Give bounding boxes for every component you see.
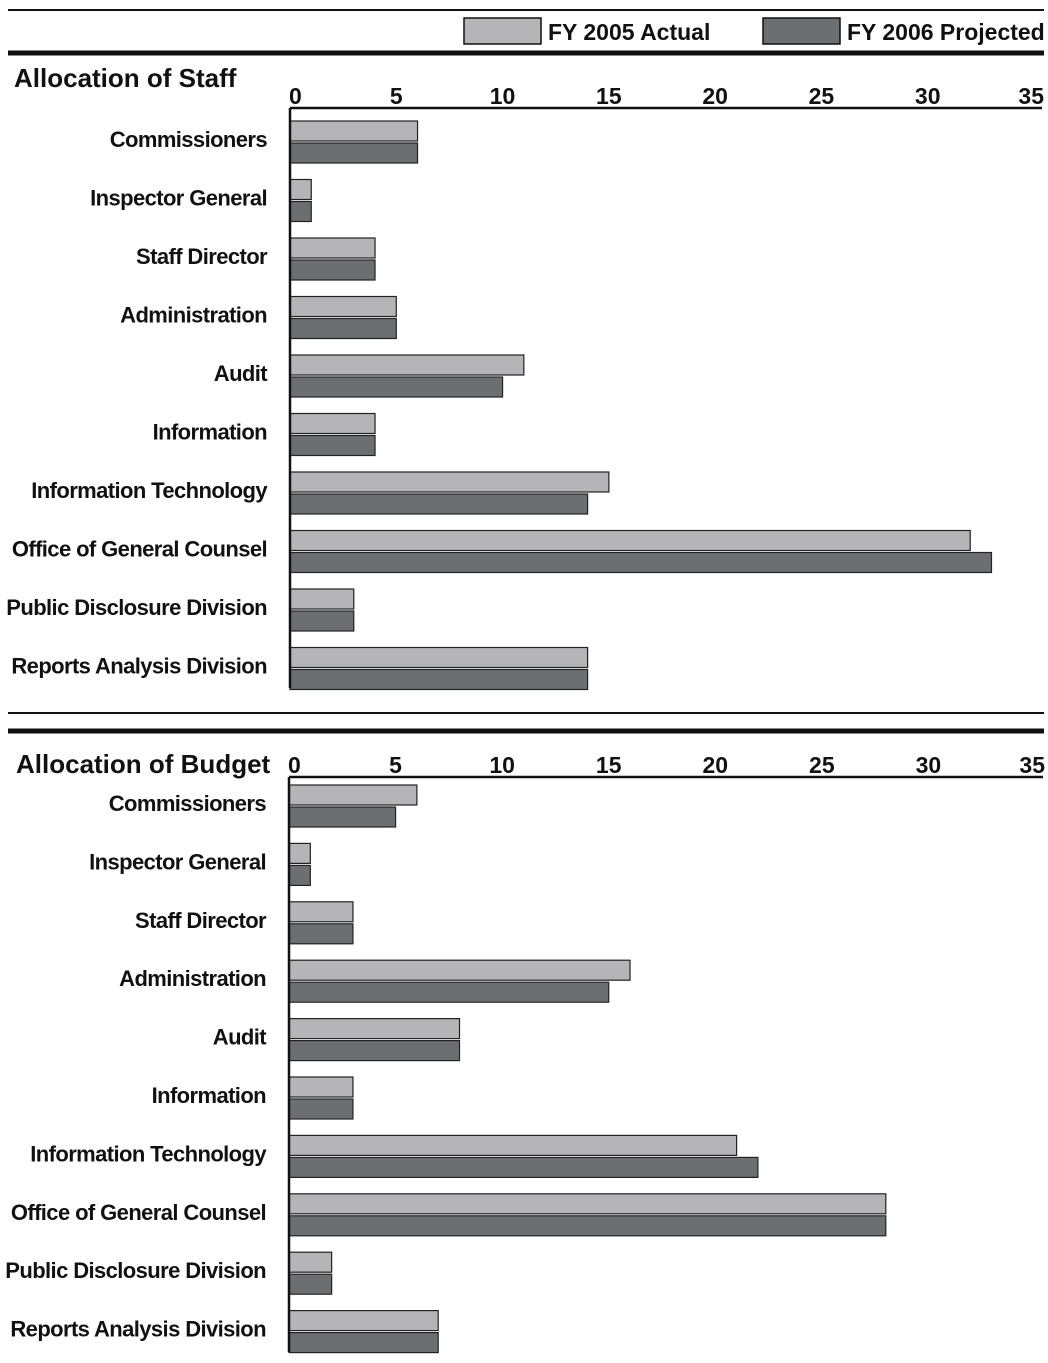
- budget-tick-label: 5: [389, 752, 402, 778]
- staff-tick-label: 0: [289, 83, 302, 109]
- staff-tick-label: 20: [702, 83, 728, 109]
- budget-bar-fy2006: [288, 806, 397, 828]
- staff-bar-fy2006: [289, 376, 504, 398]
- budget-bar-fy2006: [288, 864, 311, 887]
- budget-bar-fy2006: [288, 1156, 759, 1179]
- staff-bar-fy2005: [289, 295, 397, 318]
- budget-bar-fy2006: [288, 1098, 354, 1120]
- budget-tick-label: 20: [702, 752, 728, 778]
- staff-bar-fy2006: [289, 434, 376, 457]
- staff-axes: [288, 106, 1042, 688]
- budget-category-label: Commissioners: [109, 791, 267, 816]
- budget-bar-fy2006: [288, 1039, 461, 1062]
- legend-label-fy2005: FY 2005 Actual: [548, 19, 710, 45]
- staff-bar-fy2005: [289, 354, 525, 376]
- budget-tick-label: 25: [809, 752, 835, 778]
- budget-categories: Commissioners Inspector General Staff Dire…: [5, 791, 268, 1342]
- budget-tick-label: 0: [288, 752, 301, 778]
- staff-bars: [289, 120, 993, 691]
- staff-categories: Commissioners Inspector General Staff Dire…: [6, 127, 269, 679]
- budget-panel: Allocation of Budget 0 5 10 15 20 25 30 35 Comm…: [5, 749, 1045, 1354]
- budget-panel-title: Allocation of Budget: [16, 749, 271, 779]
- legend-label-fy2006: FY 2006 Projected: [847, 19, 1045, 45]
- budget-bar-fy2005: [288, 901, 354, 923]
- budget-bar-fy2006: [288, 1273, 333, 1295]
- staff-tick-label: 35: [1018, 83, 1044, 109]
- staff-tick-label: 5: [390, 83, 403, 109]
- budget-tick-label: 15: [596, 752, 622, 778]
- budget-category-label: Information: [152, 1083, 267, 1108]
- staff-bar-fy2006: [289, 317, 397, 340]
- budget-bar-fy2005: [288, 1309, 439, 1332]
- staff-tick-label: 10: [490, 83, 516, 109]
- staff-bar-fy2006: [289, 493, 589, 515]
- budget-bar-fy2006: [288, 1331, 439, 1354]
- budget-tick-label: 35: [1019, 752, 1045, 778]
- staff-category-label: Audit: [214, 361, 268, 386]
- budget-bar-fy2005: [288, 784, 418, 806]
- staff-bar-fy2006: [289, 551, 993, 574]
- budget-bar-fy2005: [288, 1193, 887, 1215]
- budget-bars: [288, 784, 887, 1354]
- budget-tick-label: 10: [489, 752, 515, 778]
- legend: FY 2005 Actual FY 2006 Projected: [463, 17, 1045, 45]
- staff-bar-fy2005: [289, 237, 376, 259]
- staff-bar-fy2006: [289, 200, 312, 223]
- budget-category-label: Staff Director: [135, 908, 267, 933]
- staff-tick-label: 30: [915, 83, 941, 109]
- budget-bar-fy2005: [288, 842, 311, 865]
- budget-bar-fy2006: [288, 981, 610, 1003]
- staff-tick-label: 25: [809, 83, 835, 109]
- budget-bar-fy2006: [288, 1215, 887, 1237]
- staff-bar-fy2005: [289, 120, 419, 142]
- staff-bar-fy2005: [289, 529, 971, 552]
- staff-panel: Allocation of Staff 0 5 10 15 20 25 30 35 Commi…: [6, 63, 1044, 691]
- staff-tick-label: 15: [596, 83, 622, 109]
- staff-bar-fy2005: [289, 471, 610, 493]
- budget-category-label: Audit: [213, 1025, 267, 1050]
- staff-bar-fy2006: [289, 259, 376, 281]
- staff-category-label: Commissioners: [110, 127, 268, 152]
- budget-bar-fy2005: [288, 1076, 354, 1098]
- staff-bar-fy2006: [289, 610, 355, 632]
- staff-category-label: Information Technology: [31, 478, 268, 503]
- staff-bar-fy2005: [289, 646, 589, 669]
- staff-bar-fy2005: [289, 588, 355, 610]
- staff-bar-fy2006: [289, 668, 589, 691]
- budget-category-label: Inspector General: [89, 849, 266, 874]
- staff-category-label: Reports Analysis Division: [11, 654, 267, 679]
- legend-swatch-fy2006: [762, 17, 841, 45]
- staff-category-label: Office of General Counsel: [12, 537, 267, 562]
- budget-axes: [287, 775, 1043, 1352]
- budget-tick-label: 30: [916, 752, 942, 778]
- staff-bar-fy2005: [289, 412, 376, 435]
- budget-bar-fy2005: [288, 959, 631, 981]
- staff-category-label: Public Disclosure Division: [6, 595, 267, 620]
- staff-category-label: Information: [153, 420, 268, 445]
- staff-panel-title: Allocation of Staff: [14, 63, 237, 93]
- budget-category-label: Administration: [119, 966, 266, 991]
- budget-bar-fy2005: [288, 1134, 738, 1157]
- legend-swatch-fy2005: [463, 17, 542, 45]
- budget-category-label: Information Technology: [30, 1141, 267, 1166]
- budget-bar-fy2006: [288, 923, 354, 945]
- staff-bar-fy2005: [289, 178, 312, 201]
- budget-category-label: Public Disclosure Division: [5, 1258, 266, 1283]
- budget-category-label: Reports Analysis Division: [10, 1317, 266, 1342]
- staff-category-label: Inspector General: [90, 186, 267, 211]
- budget-bar-fy2005: [288, 1251, 333, 1273]
- staff-ticks: 0 5 10 15 20 25 30 35: [289, 83, 1044, 109]
- budget-bar-fy2005: [288, 1017, 461, 1040]
- staff-category-label: Staff Director: [136, 244, 268, 269]
- staff-bar-fy2006: [289, 142, 419, 164]
- staff-category-label: Administration: [120, 303, 267, 328]
- budget-ticks: 0 5 10 15 20 25 30 35: [288, 752, 1045, 778]
- budget-category-label: Office of General Counsel: [11, 1200, 266, 1225]
